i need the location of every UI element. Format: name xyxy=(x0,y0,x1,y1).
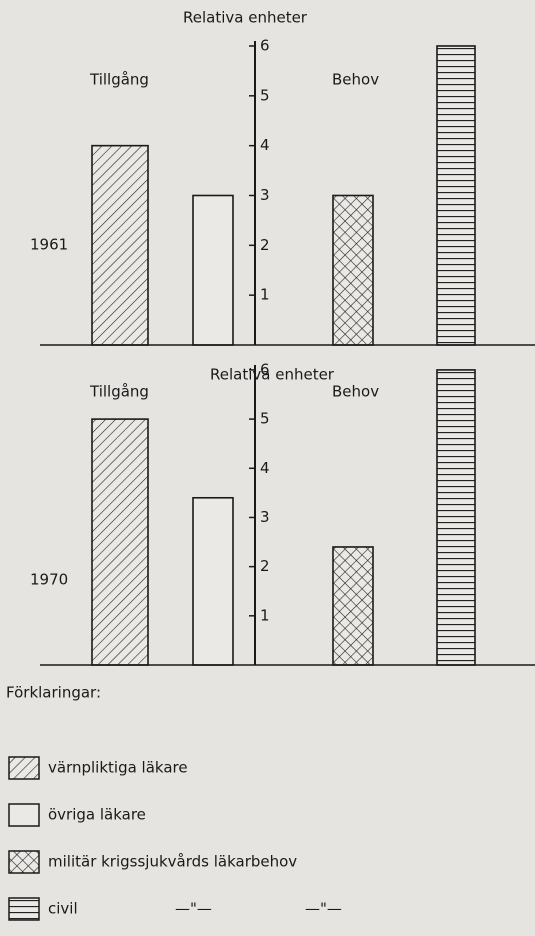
legend-ditto: —"— xyxy=(305,900,342,918)
legend-swatch xyxy=(8,850,40,874)
y-tick-label: 1 xyxy=(260,606,270,624)
axis-title: Relativa enheter xyxy=(210,366,335,384)
y-tick-label: 3 xyxy=(260,186,270,204)
period-label: 1961 xyxy=(30,236,68,254)
legend-title: Förklaringar: xyxy=(6,684,101,702)
bar xyxy=(192,194,234,346)
annotation: Tillgång xyxy=(89,71,149,89)
bar xyxy=(91,418,149,666)
legend-label: civil xyxy=(48,900,78,918)
bar xyxy=(91,144,149,346)
bar xyxy=(332,194,374,346)
y-tick-label: 2 xyxy=(260,236,270,254)
y-tick-label: 1 xyxy=(260,286,270,304)
annotation: Behov xyxy=(332,383,379,401)
y-tick-label: 4 xyxy=(260,136,270,154)
bar xyxy=(192,496,234,666)
legend-label: värnpliktiga läkare xyxy=(48,759,188,777)
bar xyxy=(436,369,476,666)
legend-swatch xyxy=(8,756,40,780)
bar xyxy=(436,45,476,346)
y-tick-label: 4 xyxy=(260,459,270,477)
y-tick-label: 5 xyxy=(260,86,270,104)
y-tick-label: 2 xyxy=(260,557,270,575)
y-tick-label: 3 xyxy=(260,508,270,526)
period-label: 1970 xyxy=(30,571,68,589)
annotation: Tillgång xyxy=(89,383,149,401)
annotation: Behov xyxy=(332,71,379,89)
y-tick-label: 6 xyxy=(260,360,270,378)
axis-title: Relativa enheter xyxy=(183,9,308,27)
legend-label: militär krigssjukvårds läkarbehov xyxy=(48,853,297,871)
y-tick-label: 6 xyxy=(260,36,270,54)
legend-swatch xyxy=(8,897,40,921)
y-tick-label: 5 xyxy=(260,410,270,428)
bar xyxy=(332,546,374,666)
legend-ditto: —"— xyxy=(175,900,212,918)
legend-label: övriga läkare xyxy=(48,806,146,824)
legend-swatch xyxy=(8,803,40,827)
